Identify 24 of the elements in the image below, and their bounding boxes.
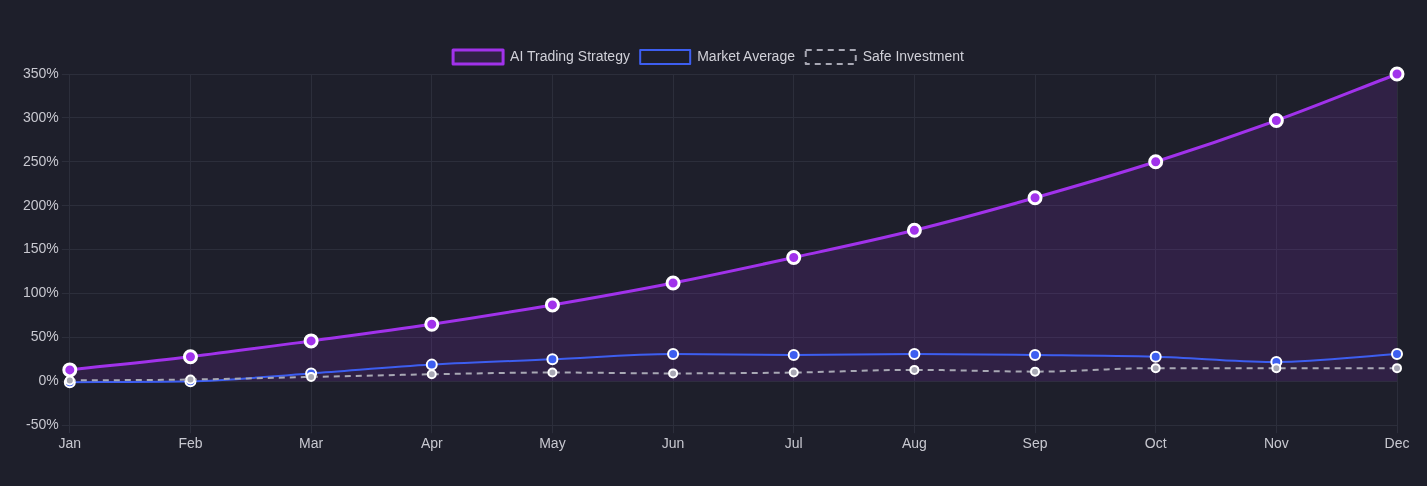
x-tick-label: Oct (1144, 435, 1167, 452)
y-tick-label: 350% (22, 64, 59, 81)
x-tick-label: Apr (420, 435, 443, 452)
x-tick-label: Jun (661, 435, 685, 452)
y-tick-label: 100% (22, 284, 59, 301)
x-tick-label: Feb (178, 435, 203, 452)
legend-label: Market Average (697, 47, 796, 64)
x-tick-label: Nov (1263, 435, 1289, 452)
x-tick-label: Dec (1384, 435, 1410, 452)
y-tick-label: 50% (30, 328, 59, 345)
y-tick-label: 150% (22, 240, 59, 257)
x-tick-label: May (539, 435, 566, 452)
x-tick-label: Aug (901, 435, 927, 452)
y-tick-label: 0% (38, 372, 59, 389)
x-tick-label: Jul (784, 435, 803, 452)
x-tick-label: Mar (299, 435, 324, 452)
legend-label: AI Trading Strategy (510, 47, 630, 64)
y-tick-label: 300% (22, 108, 59, 125)
y-tick-label: 200% (22, 196, 59, 213)
legend-label: Safe Investment (862, 47, 965, 64)
x-tick-label: Sep (1022, 435, 1048, 452)
y-tick-label: -50% (26, 416, 59, 433)
y-tick-label: 250% (22, 152, 59, 169)
x-tick-label: Jan (58, 435, 82, 452)
